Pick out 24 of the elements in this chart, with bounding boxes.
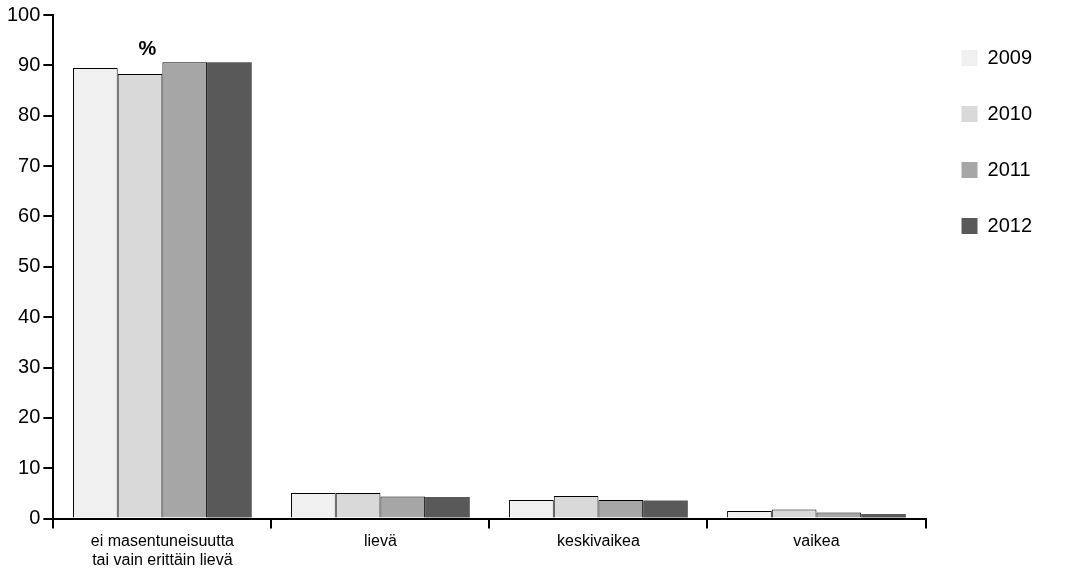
legend-label: 2009: [987, 45, 1033, 68]
y-tick-label: 60: [18, 203, 41, 226]
x-tick-label: lievä: [363, 531, 397, 549]
x-tick-label: ei masentuneisuutta tai vain erittäin lievä: [90, 531, 235, 568]
y-tick-label: 30: [18, 355, 41, 378]
y-tick-label: 70: [18, 153, 41, 176]
y-tick-label: 40: [18, 304, 41, 327]
legend-label: 2011: [987, 157, 1031, 180]
y-tick-label: 20: [18, 405, 41, 428]
bar: [207, 62, 252, 518]
legend-label: 2010: [987, 101, 1033, 124]
y-tick-label: 50: [18, 254, 41, 277]
x-tick-label: keskivaikea: [557, 531, 640, 549]
bar: [643, 500, 688, 518]
y-tick-label: 80: [18, 103, 41, 126]
legend-label: 2012: [987, 213, 1033, 236]
bar: [861, 514, 906, 518]
bar: [425, 496, 470, 518]
x-tick-label: vaikea: [793, 531, 840, 549]
y-tick-label: 100: [6, 2, 41, 25]
y-tick-label: 90: [18, 52, 41, 75]
y-tick-label: 10: [18, 455, 41, 478]
annotation: %: [138, 37, 157, 59]
y-tick-label: 0: [29, 506, 41, 529]
